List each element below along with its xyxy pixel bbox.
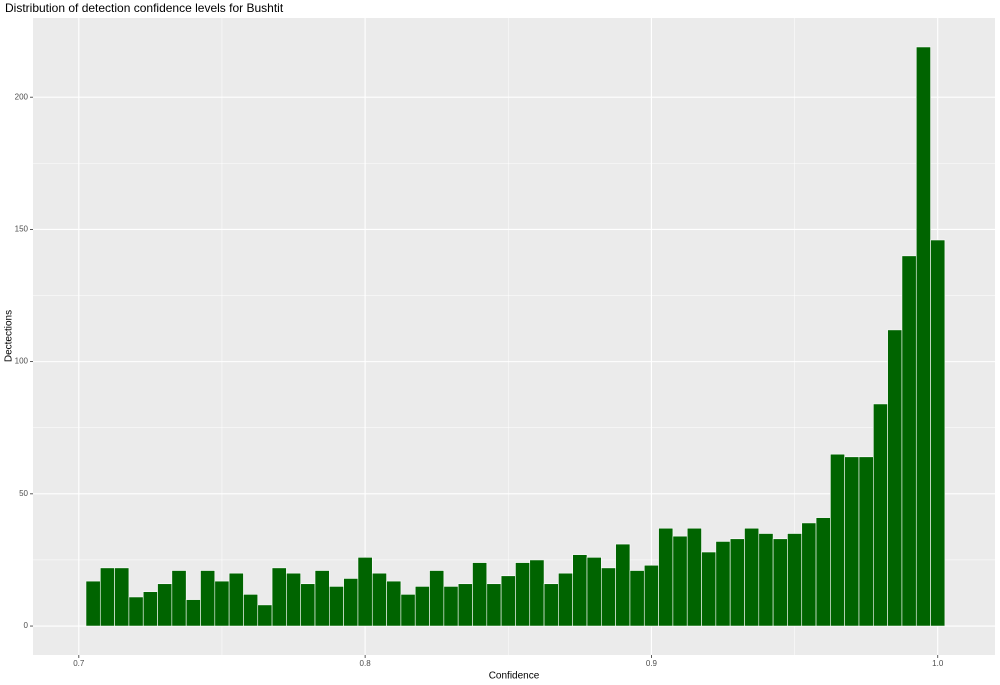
bar: [844, 456, 860, 627]
bar: [801, 522, 817, 627]
bar: [873, 403, 888, 627]
bar: [357, 556, 373, 627]
bar: [128, 596, 144, 627]
bar: [701, 551, 717, 627]
bar: [830, 453, 845, 627]
bar: [386, 580, 402, 627]
bar: [586, 556, 602, 627]
y-tick-label: 0: [24, 621, 29, 630]
bar: [658, 527, 674, 627]
y-tick-label: 50: [19, 489, 28, 498]
bar: [744, 527, 760, 627]
y-tick-label: 100: [15, 357, 29, 366]
x-tick-label: 0.8: [360, 659, 372, 668]
x-tick-label: 0.9: [646, 659, 658, 668]
bar: [887, 329, 903, 627]
bar: [772, 538, 788, 627]
bar: [286, 572, 301, 627]
bar: [329, 586, 344, 627]
bar: [300, 583, 316, 627]
bar: [643, 564, 659, 627]
bar: [901, 255, 917, 627]
bar: [99, 567, 115, 627]
bar: [228, 572, 244, 627]
bar: [672, 535, 688, 627]
y-tick-label: 200: [15, 92, 29, 101]
x-axis-label: Confidence: [489, 671, 540, 682]
bar: [787, 533, 803, 627]
bar: [686, 527, 702, 627]
bar: [185, 599, 201, 627]
bar: [400, 594, 416, 627]
y-axis-label: Dectections: [4, 310, 15, 362]
bar: [214, 580, 230, 627]
bar: [629, 570, 645, 627]
x-tick-label: 1.0: [932, 659, 944, 668]
bar: [271, 567, 287, 627]
bar: [915, 46, 931, 627]
bar: [257, 604, 273, 627]
bar: [200, 570, 216, 627]
bar: [615, 543, 631, 627]
bar: [758, 533, 774, 627]
y-tick-label: 150: [15, 225, 29, 234]
bar: [558, 572, 573, 627]
bar: [486, 583, 502, 627]
bar: [715, 541, 731, 627]
bar: [343, 578, 359, 627]
bar: [443, 586, 459, 627]
bar: [930, 239, 946, 627]
bar: [543, 583, 559, 627]
bar: [858, 456, 874, 627]
bar: [171, 570, 187, 627]
bar: [371, 572, 387, 627]
bar: [114, 567, 130, 627]
bar: [157, 583, 173, 627]
bar: [414, 586, 430, 627]
bar: [243, 594, 259, 627]
bar: [85, 580, 101, 627]
bar: [457, 583, 473, 627]
bar: [729, 538, 745, 627]
bar: [815, 517, 831, 627]
bar: [500, 575, 516, 627]
bar: [429, 570, 445, 627]
bar: [572, 554, 588, 627]
bar: [515, 562, 531, 627]
chart-title: Distribution of detection confidence lev…: [5, 1, 284, 15]
x-tick-label: 0.7: [73, 659, 85, 668]
bar: [601, 567, 616, 627]
bar: [314, 570, 330, 627]
bar: [142, 591, 158, 627]
bar: [472, 562, 488, 627]
bar: [529, 559, 545, 627]
